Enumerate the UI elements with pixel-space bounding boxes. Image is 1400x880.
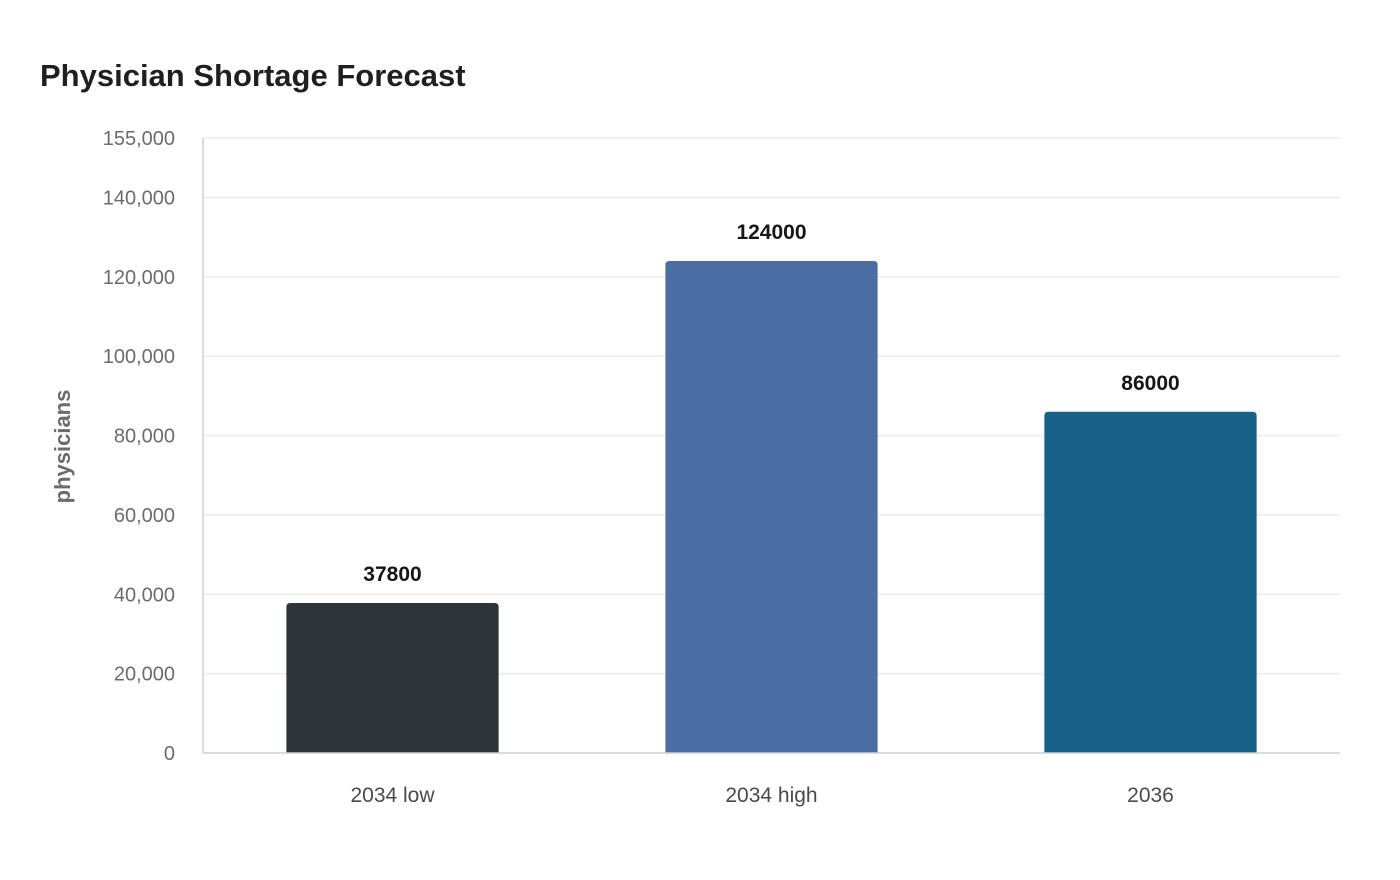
bar xyxy=(1044,411,1257,753)
y-axis-title: physicians xyxy=(50,390,75,504)
value-label: 124000 xyxy=(736,221,806,244)
x-tick-label: 2034 high xyxy=(725,784,817,807)
y-tick-label: 140,000 xyxy=(103,188,175,210)
value-labels: 37800 124000 86000 xyxy=(363,221,1179,586)
y-tick-label: 120,000 xyxy=(103,267,175,289)
value-label: 86000 xyxy=(1121,372,1179,395)
x-axis-ticks: 2034 low 2034 high 2036 xyxy=(350,784,1173,807)
value-label: 37800 xyxy=(363,563,421,586)
y-tick-label: 155,000 xyxy=(103,128,175,150)
y-tick-label: 40,000 xyxy=(114,584,175,606)
y-axis-ticks: 0 20,000 40,000 60,000 80,000 100,000 120,000 1… xyxy=(103,128,175,765)
y-tick-label: 20,000 xyxy=(114,664,175,686)
x-tick-label: 2034 low xyxy=(350,784,435,807)
bars xyxy=(286,261,1257,753)
y-tick-label: 60,000 xyxy=(114,505,175,527)
y-tick-label: 0 xyxy=(164,743,175,765)
bar xyxy=(665,261,878,753)
y-tick-label: 100,000 xyxy=(103,346,175,368)
bar xyxy=(286,603,499,753)
y-tick-label: 80,000 xyxy=(114,426,175,448)
x-tick-label: 2036 xyxy=(1127,784,1174,807)
chart-title: Physician Shortage Forecast xyxy=(40,58,466,93)
